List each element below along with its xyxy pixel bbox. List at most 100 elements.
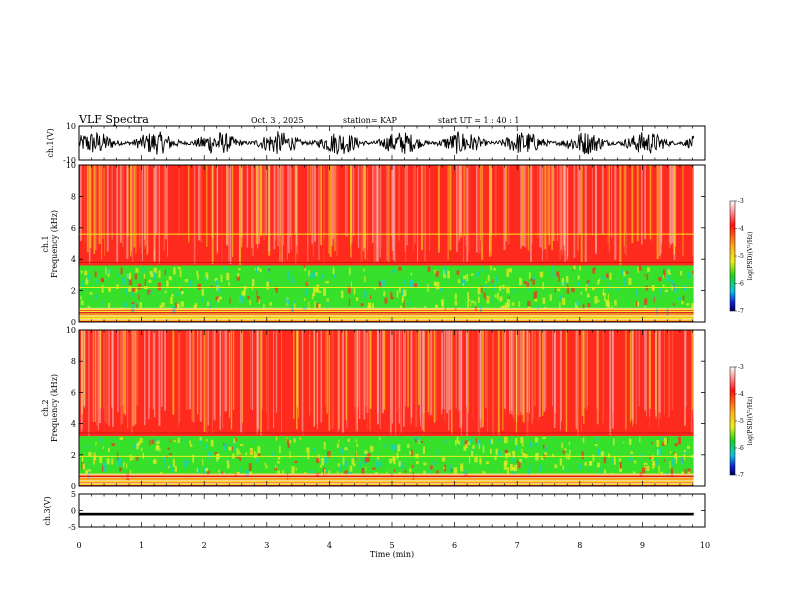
ch1-spectrogram-speckle xyxy=(673,285,677,293)
ch1-spectrogram-speckle xyxy=(597,280,600,285)
ch1-spectrogram-streak xyxy=(529,165,530,252)
ch1-spectrogram-speckle xyxy=(158,270,161,278)
ch1-spectrogram-speckle xyxy=(180,291,184,295)
ch1-spectrogram-speckle xyxy=(184,279,189,283)
ch2-spectrogram-streak xyxy=(423,330,425,435)
ch1-spectrogram-streak xyxy=(551,165,553,251)
ch2-spectrogram-ytick-label: 2 xyxy=(71,451,76,460)
ch1-spectrogram-speckle xyxy=(637,266,639,273)
ch2-spectrogram-streak xyxy=(178,330,181,423)
ch1-spectrogram-speckle xyxy=(409,300,411,305)
ch2-spectrogram-streak xyxy=(105,330,108,424)
ch1-spectrogram-speckle xyxy=(100,277,104,282)
ch1-spectrogram-speckle xyxy=(154,267,157,274)
ch2-spectrogram-streak xyxy=(197,330,199,415)
ch2-spectrogram-streak xyxy=(649,330,650,428)
ch2-spectrogram-empty-region xyxy=(693,330,705,486)
ch1-spectrogram-speckle xyxy=(592,287,595,291)
ch2-spectrogram-streak xyxy=(611,330,614,429)
ch2-spectrogram-speckle xyxy=(684,469,687,475)
ch2-spectrogram-speckle xyxy=(535,442,538,446)
ch2-spectrogram-speckle xyxy=(355,438,357,443)
ch2-spectrogram-streak xyxy=(684,330,686,426)
ch2-spectrogram-speckle xyxy=(423,462,427,466)
ch1-spectrogram-speckle xyxy=(263,304,265,310)
ch2-spectrogram-speckle xyxy=(169,463,172,469)
ch1-spectrogram-speckle xyxy=(87,274,91,282)
ch2-spectrogram-speckle xyxy=(619,462,622,469)
ch1-spectrogram-streak xyxy=(614,165,617,261)
ch1-spectrogram-speckle xyxy=(653,295,657,299)
ch1-spectrogram-speckle xyxy=(170,296,173,304)
ch1-spectrogram-speckle xyxy=(310,273,314,279)
ch2-spectrogram-speckle xyxy=(324,468,326,476)
ch2-spectrogram-streak xyxy=(233,330,235,410)
ch1-spectrogram-streak xyxy=(258,165,260,244)
ch1-spectrogram-speckle xyxy=(116,284,119,289)
ch1-spectrogram-speckle xyxy=(168,276,172,281)
ch2-spectrogram-speckle xyxy=(386,471,388,479)
ch1-spectrogram-streak xyxy=(147,165,149,254)
ch2-spectrogram-ylabel-line1: ch.2 xyxy=(41,399,50,416)
ch1-spectrogram-speckle xyxy=(557,288,561,292)
ch2-spectrogram-streak xyxy=(188,330,191,410)
ch2-spectrogram-streak xyxy=(213,330,216,421)
x-tick-label: 4 xyxy=(327,541,332,550)
ch2-spectrogram-speckle xyxy=(205,468,209,472)
ch2-spectrogram-speckle xyxy=(422,446,425,454)
ch1-spectrogram-speckle xyxy=(132,288,136,292)
ch2-spectrogram-speckle xyxy=(472,445,475,449)
ch2-spectrogram-speckle xyxy=(85,471,88,474)
ch2-spectrogram-speckle xyxy=(396,456,399,460)
ch1-spectrogram-speckle xyxy=(125,287,128,295)
ch2-spectrogram-speckle xyxy=(129,454,132,462)
ch2-spectrogram-streak xyxy=(544,330,546,412)
ch2-spectrogram-speckle xyxy=(449,465,452,473)
ch1-spectrogram-streak xyxy=(142,165,143,262)
ch2-spectrogram-speckle xyxy=(652,461,655,466)
ch2-spectrogram-streak xyxy=(153,330,156,418)
ch1-spectrogram-speckle xyxy=(413,283,418,288)
ch2-spectrogram-speckle xyxy=(619,465,622,469)
ch2-spectrogram-speckle xyxy=(103,463,107,472)
ch2-spectrogram-streak xyxy=(405,330,406,407)
ch2-spectrogram-band-2 xyxy=(79,330,694,437)
ch1-spectrogram-streak xyxy=(660,165,661,260)
ch1-spectrogram-speckle xyxy=(623,278,626,287)
ch1-spectrogram-streak xyxy=(335,165,336,251)
ch1-spectrogram-speckle xyxy=(410,279,413,287)
ch3-waveform-panel xyxy=(79,512,694,516)
ch1-spectrogram-speckle xyxy=(223,267,226,270)
ch1-spectrogram-speckle xyxy=(204,277,208,281)
ch2-spectrogram-speckle xyxy=(361,468,365,474)
ch1-spectrogram-speckle xyxy=(323,288,326,296)
ch1-spectrogram-speckle xyxy=(247,296,250,300)
ch2-spectrogram-speckle xyxy=(569,449,571,456)
ch1-spectrogram-streak xyxy=(211,165,214,265)
ch2-spectrogram-speckle xyxy=(140,447,143,452)
ch2-spectrogram-speckle xyxy=(240,444,244,447)
ch1-spectrogram-streak xyxy=(333,165,336,242)
ch1-spectrogram-speckle xyxy=(561,277,564,286)
ch2-spectrogram-speckle xyxy=(340,472,342,478)
ch2-spectrogram-streak xyxy=(553,330,556,428)
ch2-spectrogram-streak xyxy=(461,330,463,424)
ch1-spectrogram-speckle xyxy=(269,302,272,306)
ch2-spectrogram-ytick-label: 8 xyxy=(71,357,76,366)
ch1-spectrogram-speckle xyxy=(669,272,671,275)
ch2-spectrogram-streak xyxy=(655,330,657,410)
ch2-spectrogram-speckle xyxy=(397,444,401,452)
ch2-spectrogram-speckle xyxy=(506,467,509,474)
ch1-spectrogram-streak xyxy=(424,165,426,261)
ch1-spectrogram-speckle xyxy=(551,266,553,269)
ch2-spectrogram-speckle xyxy=(82,457,84,461)
ch1-spectrogram-streak xyxy=(438,165,440,238)
ch2-spectrogram-speckle xyxy=(325,469,328,474)
ch2-spectrogram-streak xyxy=(575,330,578,430)
ch2-spectrogram-speckle xyxy=(342,457,345,465)
ch2-spectrogram-speckle xyxy=(630,451,634,454)
ch1-spectrogram-streak xyxy=(567,165,569,257)
ch1-spectrogram-speckle xyxy=(402,298,404,303)
ch1-spectrogram-speckle xyxy=(294,302,296,309)
ch1-spectrogram-speckle xyxy=(251,286,253,291)
